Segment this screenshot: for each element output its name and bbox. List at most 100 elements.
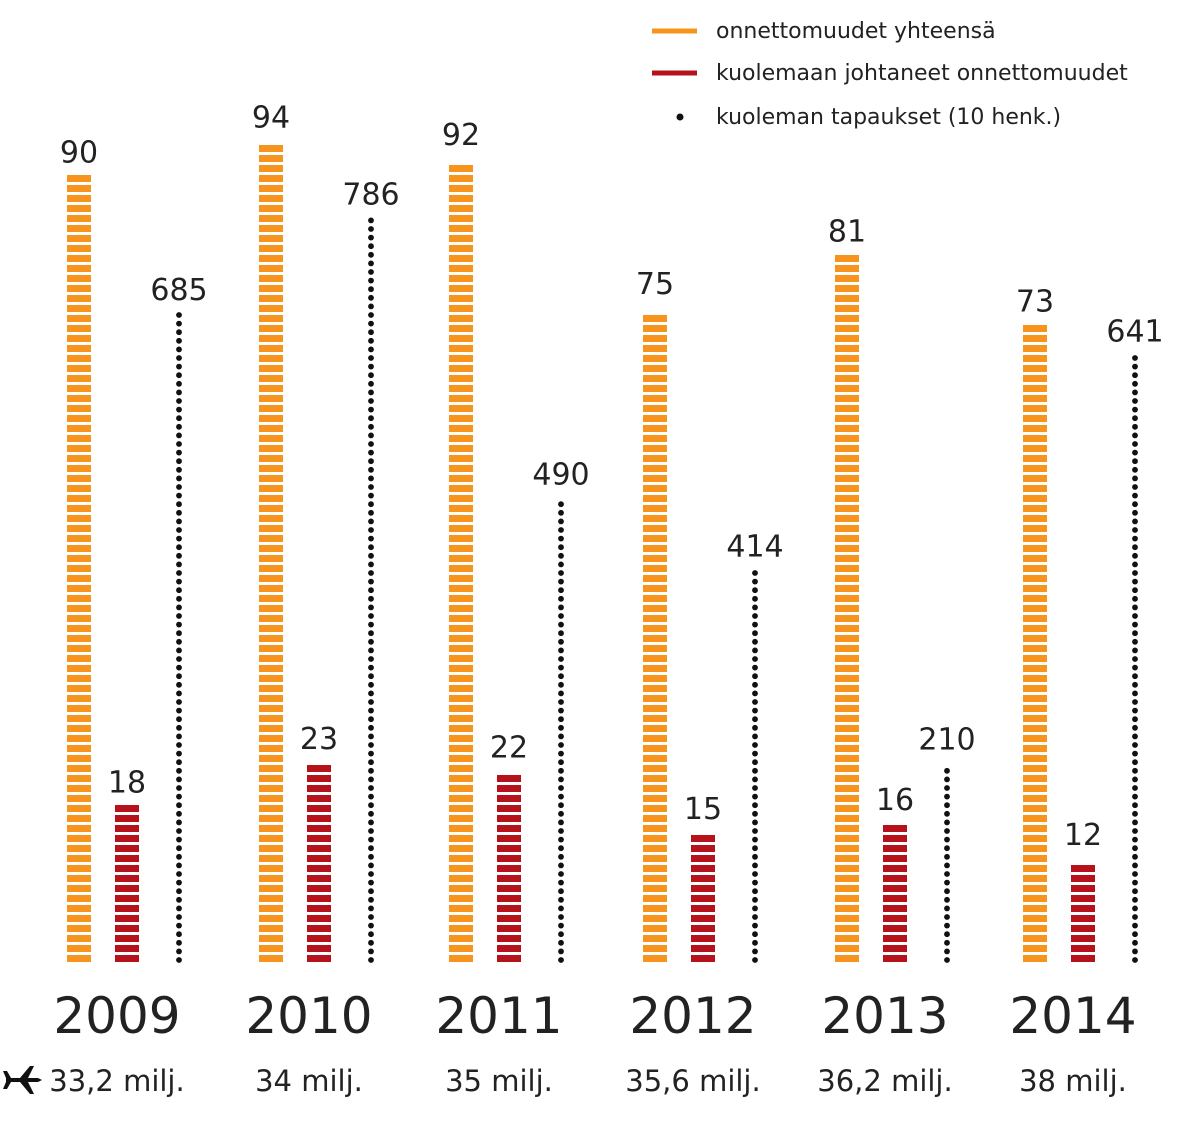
bar-segment <box>259 375 283 382</box>
death-dot <box>176 905 182 912</box>
bar-segment <box>67 455 91 462</box>
death-dot <box>368 922 374 929</box>
death-dot <box>368 656 374 662</box>
bar-segment <box>449 495 473 502</box>
bar-segment <box>67 175 91 182</box>
bar-segment <box>449 375 473 382</box>
death-dot <box>752 802 758 809</box>
bar-segment <box>67 635 91 642</box>
bar-segment <box>259 335 283 342</box>
bar-segment <box>259 395 283 402</box>
bar-segment <box>691 905 715 912</box>
bar-segment <box>67 785 91 792</box>
bar-segment <box>449 385 473 392</box>
bar-segment <box>835 485 859 492</box>
death-dot <box>558 716 564 723</box>
bar-segment <box>1023 415 1047 422</box>
bar-segment <box>67 915 91 922</box>
death-dot <box>368 604 374 611</box>
death-dot <box>752 828 758 834</box>
bar-segment <box>259 695 283 702</box>
bar-segment <box>643 825 667 832</box>
bar-segment <box>1023 515 1047 522</box>
bar-segment <box>449 445 473 452</box>
bar-segment <box>115 955 139 962</box>
bar-segment <box>643 865 667 872</box>
death-dot <box>752 767 758 774</box>
bar-segment <box>449 555 473 562</box>
death-dot <box>558 570 564 576</box>
dots-deaths-2009 <box>176 312 182 963</box>
death-dot <box>1132 810 1138 817</box>
bar-segment <box>643 885 667 892</box>
bar-segment <box>835 405 859 412</box>
bar-segment <box>883 875 907 882</box>
bar-segment <box>259 625 283 632</box>
death-dot <box>176 853 182 860</box>
bar-segment <box>643 795 667 802</box>
bar-segment <box>259 535 283 542</box>
death-dot <box>368 286 374 293</box>
death-dot <box>752 931 758 938</box>
death-dot <box>368 613 374 619</box>
bar-segment <box>67 415 91 422</box>
bar-segment <box>67 705 91 712</box>
dots-deaths-2012 <box>752 570 758 963</box>
bar-segment <box>1023 615 1047 622</box>
bar-segment <box>449 615 473 622</box>
bar-segment <box>259 565 283 572</box>
death-dot <box>368 888 374 895</box>
bar-segment <box>835 735 859 742</box>
death-dot <box>1132 957 1138 963</box>
death-dot <box>368 802 374 809</box>
bar-segment <box>67 605 91 612</box>
death-dot <box>944 871 950 877</box>
death-dot <box>558 819 564 826</box>
death-dot <box>558 939 564 946</box>
bar-segment <box>643 345 667 352</box>
bar-segment <box>643 665 667 672</box>
bar-segment <box>835 825 859 832</box>
bar-segment <box>307 925 331 932</box>
bar-segment <box>497 875 521 882</box>
bar-segment <box>259 665 283 672</box>
bar-segment <box>449 785 473 792</box>
death-dot <box>944 957 950 963</box>
bar-segment <box>835 635 859 642</box>
death-dot <box>176 707 182 714</box>
death-dot <box>752 905 758 912</box>
death-dot <box>176 785 182 791</box>
bar-segment <box>1023 695 1047 702</box>
bar-segment <box>449 395 473 402</box>
bar-segment <box>67 755 91 762</box>
bar-segment <box>115 905 139 912</box>
death-dot <box>752 690 758 697</box>
death-dot <box>176 501 182 508</box>
death-dot <box>944 785 950 791</box>
bar-segment <box>115 915 139 922</box>
bar-segment <box>259 915 283 922</box>
death-dot <box>176 587 182 594</box>
death-dot <box>944 836 950 843</box>
bar-segment <box>449 225 473 232</box>
bar-segment <box>259 635 283 642</box>
death-dot <box>1132 630 1138 637</box>
bar-segment <box>67 645 91 652</box>
death-dot <box>944 862 950 869</box>
death-dot <box>176 914 182 920</box>
bar-segment <box>67 765 91 772</box>
death-dot <box>368 733 374 740</box>
death-dot <box>752 742 758 748</box>
bar-segment <box>449 455 473 462</box>
bar-segment <box>67 585 91 592</box>
death-dot <box>368 466 374 473</box>
bar-segment <box>835 875 859 882</box>
death-dot <box>368 939 374 946</box>
bar-segment <box>1023 425 1047 432</box>
bar-segment <box>835 585 859 592</box>
bar-segment <box>67 435 91 442</box>
death-dot <box>1132 458 1138 465</box>
death-dot <box>368 793 374 800</box>
bar-segment <box>259 265 283 272</box>
bar-segment <box>259 825 283 832</box>
